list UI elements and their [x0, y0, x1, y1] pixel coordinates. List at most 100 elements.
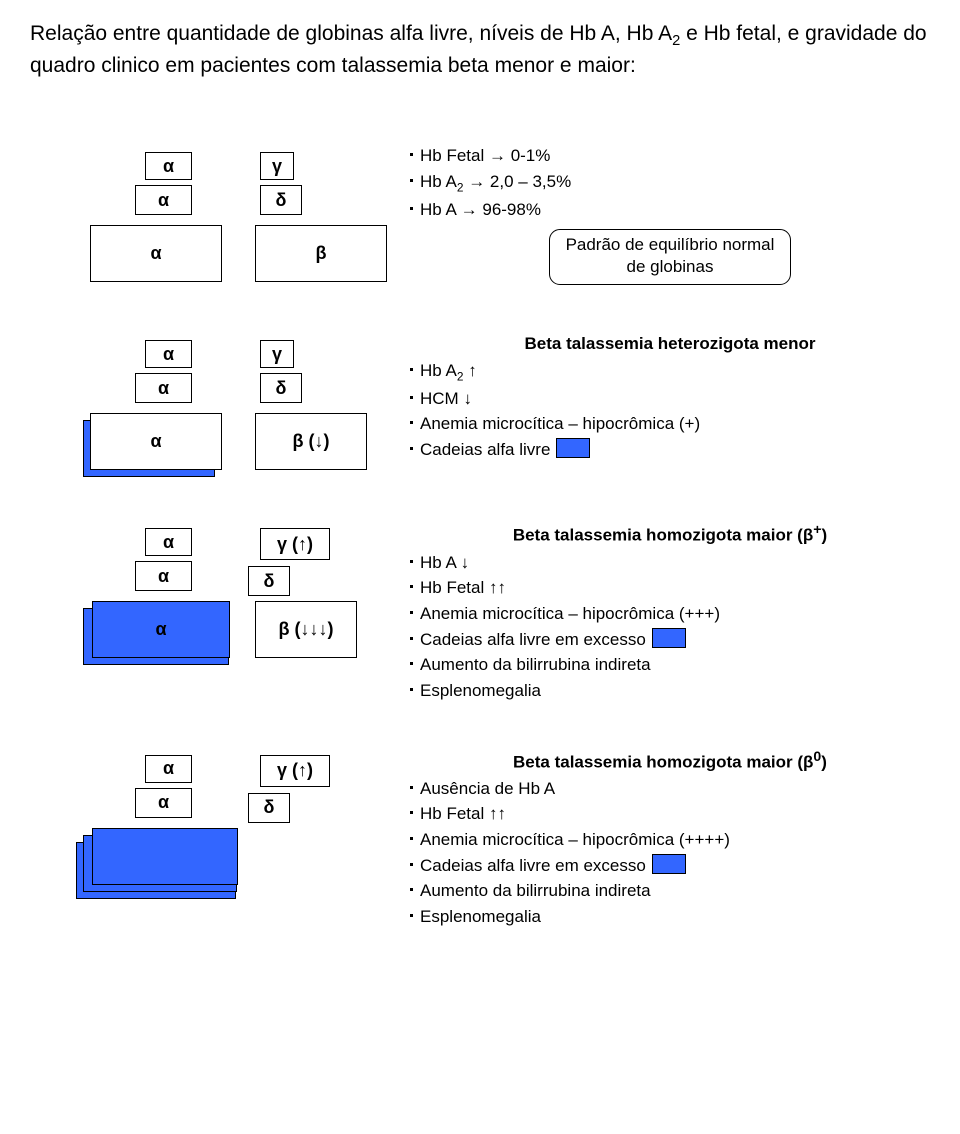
globin-box: δ — [260, 185, 302, 215]
bullet-dot-icon — [410, 914, 413, 917]
bullet-dot-icon — [410, 368, 413, 371]
bullet-line: Aumento da bilirrubina indireta — [410, 653, 930, 678]
page-title: Relação entre quantidade de globinas alf… — [30, 20, 930, 80]
globin-box: γ — [260, 340, 294, 368]
bullet-line: Hb A2 → 2,0 – 3,5% — [410, 170, 930, 197]
bullet-dot-icon — [410, 560, 413, 563]
bullet-text: Cadeias alfa livre em excesso — [420, 856, 646, 875]
globin-box: γ (↑) — [260, 755, 330, 787]
bullet-line: Anemia microcítica – hipocrômica (++++) — [410, 828, 930, 853]
globin-box: α — [135, 788, 192, 818]
globin-box: β — [255, 225, 387, 282]
bullet-dot-icon — [410, 863, 413, 866]
diagram-hom-plus: αααβ (↓↓↓)δγ (↑) — [30, 516, 410, 676]
bullet-line: Hb A ↓ — [410, 551, 930, 576]
row-hom-zero: αα δ γ (↑) Beta talassemia homozigota maio… — [30, 743, 930, 931]
text-normal: Hb Fetal → 0-1% Hb A2 → 2,0 – 3,5% Hb A → … — [410, 140, 930, 285]
heading-het-minor: Beta talassemia heterozigota menor — [410, 332, 930, 357]
heading-hom-zero: Beta talassemia homozigota maior (β0) — [410, 747, 930, 775]
diagram-het-minor: αααβ (↓)δγ — [30, 328, 410, 478]
bullet-text: Hb Fetal → 0-1% — [420, 146, 550, 165]
heading-hom-plus: Beta talassemia homozigota maior (β+) — [410, 520, 930, 548]
globin-box: α — [135, 185, 192, 215]
globin-box: δ — [248, 793, 290, 823]
bullet-dot-icon — [410, 447, 413, 450]
bullet-dot-icon — [410, 786, 413, 789]
bullet-dot-icon — [410, 421, 413, 424]
bullet-dot-icon — [410, 611, 413, 614]
bullet-text: Hb A → 96-98% — [420, 200, 541, 219]
bullet-line: Esplenomegalia — [410, 679, 930, 704]
bullet-text: HCM ↓ — [420, 389, 472, 408]
bullet-dot-icon — [410, 179, 413, 182]
bullet-text: Anemia microcítica – hipocrômica (+++) — [420, 604, 720, 623]
text-het-minor: Beta talassemia heterozigota menor Hb A2… — [410, 328, 930, 463]
bullet-line: Cadeias alfa livre — [410, 438, 930, 463]
globin-box: α — [145, 755, 192, 783]
framed-normal: Padrão de equilíbrio normalde globinas — [549, 229, 792, 285]
globin-box: α — [90, 413, 222, 470]
bullet-line: Ausência de Hb A — [410, 777, 930, 802]
globin-box: β (↓) — [255, 413, 367, 470]
bullet-dot-icon — [410, 837, 413, 840]
globin-box: γ — [260, 152, 294, 180]
bullet-dot-icon — [410, 688, 413, 691]
bullet-text: Hb A2 → 2,0 – 3,5% — [420, 172, 571, 191]
bullet-dot-icon — [410, 662, 413, 665]
title-part1: Relação entre quantidade de globinas alf… — [30, 22, 672, 45]
text-hom-zero: Beta talassemia homozigota maior (β0) Au… — [410, 743, 930, 931]
globin-box: α — [135, 561, 192, 591]
swatch-icon — [652, 854, 686, 874]
text-hom-plus: Beta talassemia homozigota maior (β+) Hb… — [410, 516, 930, 704]
globin-box: α — [145, 528, 192, 556]
diagram-hom-zero: αα δ γ (↑) — [30, 743, 410, 903]
bullet-text: Hb Fetal ↑↑ — [420, 578, 506, 597]
bullet-dot-icon — [410, 637, 413, 640]
bullet-text: Esplenomegalia — [420, 907, 541, 926]
bullet-dot-icon — [410, 153, 413, 156]
bullet-line: Anemia microcítica – hipocrômica (+++) — [410, 602, 930, 627]
bullet-dot-icon — [410, 207, 413, 210]
globin-box: α — [145, 152, 192, 180]
bullet-line: Anemia microcítica – hipocrômica (+) — [410, 412, 930, 437]
swatch-icon — [556, 438, 590, 458]
bullet-text: Cadeias alfa livre em excesso — [420, 630, 646, 649]
bullet-text: Hb A ↓ — [420, 553, 469, 572]
swatch-icon — [652, 628, 686, 648]
bullet-line: Hb Fetal → 0-1% — [410, 144, 930, 169]
bullet-dot-icon — [410, 585, 413, 588]
bullet-text: Anemia microcítica – hipocrômica (++++) — [420, 830, 730, 849]
globin-box: α — [145, 340, 192, 368]
globin-box: δ — [248, 566, 290, 596]
fill-box — [92, 828, 238, 885]
bullet-dot-icon — [410, 396, 413, 399]
globin-box: α — [135, 373, 192, 403]
bullet-text: Esplenomegalia — [420, 681, 541, 700]
bullet-text: Anemia microcítica – hipocrômica (+) — [420, 414, 700, 433]
bullet-dot-icon — [410, 811, 413, 814]
bullet-line: Aumento da bilirrubina indireta — [410, 879, 930, 904]
bullet-line: Hb A2 ↑ — [410, 359, 930, 386]
globin-box: α — [90, 225, 222, 282]
globin-box: γ (↑) — [260, 528, 330, 560]
globin-box: β (↓↓↓) — [255, 601, 357, 658]
bullet-line: HCM ↓ — [410, 387, 930, 412]
bullet-line: Hb A → 96-98% — [410, 198, 930, 223]
bullet-line: Hb Fetal ↑↑ — [410, 802, 930, 827]
bullet-line: Hb Fetal ↑↑ — [410, 576, 930, 601]
bullet-line: Esplenomegalia — [410, 905, 930, 930]
bullet-text: Cadeias alfa livre — [420, 440, 550, 459]
bullet-text: Aumento da bilirrubina indireta — [420, 655, 651, 674]
bullet-text: Ausência de Hb A — [420, 779, 555, 798]
bullet-text: Hb Fetal ↑↑ — [420, 804, 506, 823]
row-normal: αααβδγ Hb Fetal → 0-1%Hb A2 → 2,0 – 3,5%… — [30, 140, 930, 290]
diagram-normal: αααβδγ — [30, 140, 410, 290]
bullet-text: Hb A2 ↑ — [420, 361, 477, 380]
bullet-dot-icon — [410, 888, 413, 891]
row-hom-plus: αααβ (↓↓↓)δγ (↑) Beta talassemia homozig… — [30, 516, 930, 704]
bullet-text: Aumento da bilirrubina indireta — [420, 881, 651, 900]
globin-box: δ — [260, 373, 302, 403]
fill-box: α — [92, 601, 230, 658]
row-het-minor: αααβ (↓)δγ Beta talassemia heterozigota … — [30, 328, 930, 478]
bullet-line: Cadeias alfa livre em excesso — [410, 628, 930, 653]
